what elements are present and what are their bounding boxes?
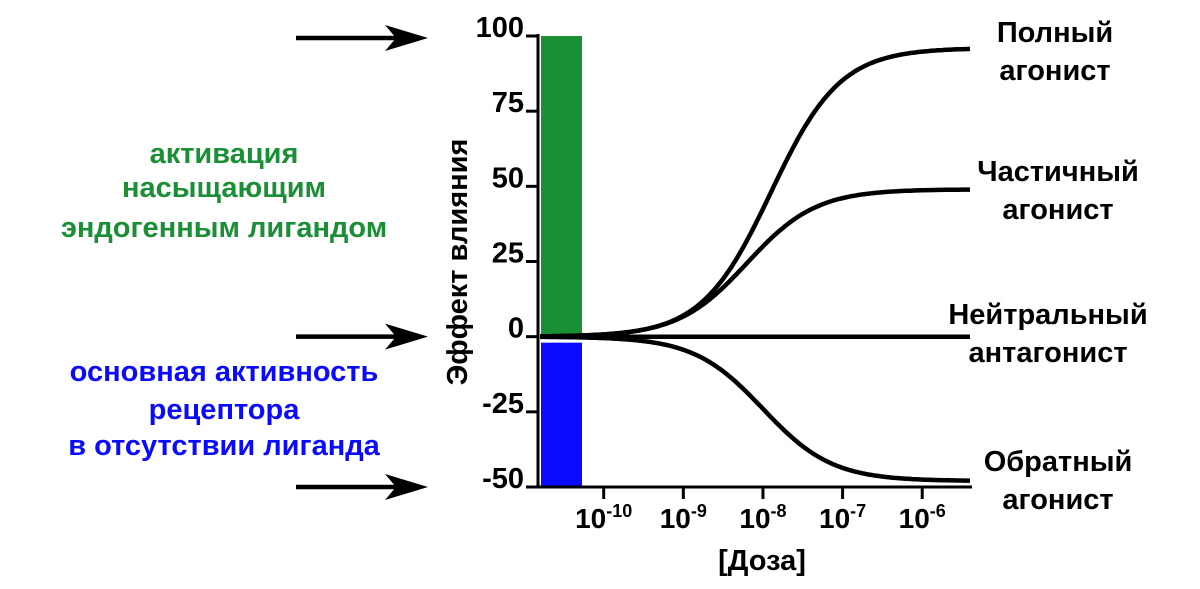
annotation-line: рецептора (149, 394, 301, 426)
curve-label-line: агонист (1002, 194, 1113, 226)
axes (536, 34, 972, 489)
curve-label-line: Частичный (977, 156, 1139, 188)
arrows (296, 25, 428, 500)
curve-label-line: Полный (997, 17, 1113, 49)
y-axis-title: Эффект влияния (442, 139, 474, 386)
x-ticks: 10-10 10-9 10-8 10-7 10-6 (575, 487, 946, 534)
y-tick-label: -50 (482, 463, 524, 495)
y-tick-label: -25 (482, 388, 524, 420)
curve-2 (540, 187, 970, 339)
arrow-icon (385, 25, 428, 51)
x-tick-label: 10-8 (739, 501, 786, 534)
annotation-line: в отсутствии лиганда (68, 430, 380, 462)
y-ticks: 100 75 50 25 0 -25 -50 (476, 12, 538, 495)
y-tick-label: 50 (492, 162, 524, 194)
y-tick-label: 0 (508, 313, 524, 345)
x-tick-label: 10-9 (660, 501, 707, 534)
curve-label-line: Нейтральный (948, 299, 1147, 331)
annotation-line: насыщающим (122, 172, 326, 204)
x-axis-title: [Доза] (718, 545, 806, 577)
annotation-line: основная активность (70, 356, 379, 388)
x-tick-label: 10-7 (819, 501, 866, 534)
arrow-icon (385, 474, 428, 500)
curve-4 (540, 334, 970, 483)
y-tick-label: 100 (476, 12, 524, 44)
annotation-line: активация (150, 138, 299, 170)
curve-label-line: Обратный (984, 446, 1133, 478)
y-tick-label: 75 (492, 87, 524, 119)
curves (540, 46, 971, 483)
arrow-icon (385, 323, 428, 350)
saturation-bar-green (541, 36, 582, 337)
y-tick-label: 25 (492, 238, 524, 270)
curve-label-line: агонист (1002, 484, 1113, 516)
x-tick-label: 10-10 (575, 501, 632, 534)
curve-label-line: антагонист (968, 337, 1127, 369)
basal-bar-blue (541, 342, 582, 487)
curve-labels: Полный агонист Частичный агонист Нейтральный… (948, 17, 1147, 516)
annotation-line: эндогенным лигандом (61, 212, 387, 244)
x-tick-label: 10-6 (899, 501, 946, 534)
curve-label-line: агонист (999, 55, 1110, 87)
